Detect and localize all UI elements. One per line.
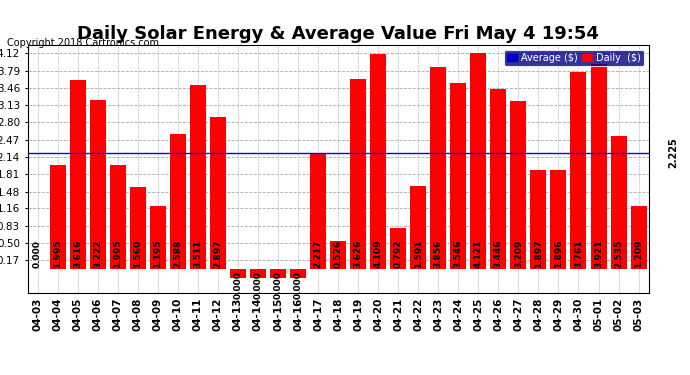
Text: 0.526: 0.526 xyxy=(333,240,343,268)
Legend: Average ($), Daily  ($): Average ($), Daily ($) xyxy=(504,50,644,66)
Text: 0.000: 0.000 xyxy=(253,272,262,300)
Bar xyxy=(110,165,126,269)
Text: 2.897: 2.897 xyxy=(213,239,222,268)
Text: 3.626: 3.626 xyxy=(354,240,363,268)
Bar xyxy=(531,170,546,269)
Text: 1.195: 1.195 xyxy=(153,239,162,268)
Bar xyxy=(571,72,586,269)
Bar xyxy=(451,83,466,269)
Text: 1.995: 1.995 xyxy=(53,239,62,268)
Bar xyxy=(411,186,426,269)
Text: 3.222: 3.222 xyxy=(93,240,102,268)
Text: 1.209: 1.209 xyxy=(634,240,643,268)
Text: Copyright 2018 Cartronics.com: Copyright 2018 Cartronics.com xyxy=(7,38,159,48)
Text: 3.546: 3.546 xyxy=(454,239,463,268)
Bar xyxy=(270,269,286,278)
Bar xyxy=(390,228,406,269)
Text: 3.209: 3.209 xyxy=(514,240,523,268)
Text: 3.921: 3.921 xyxy=(594,239,603,268)
Bar xyxy=(230,269,246,278)
Bar xyxy=(631,206,647,269)
Text: 0.000: 0.000 xyxy=(33,240,42,268)
Bar xyxy=(491,88,506,269)
Text: 3.446: 3.446 xyxy=(494,239,503,268)
Bar xyxy=(471,53,486,269)
Text: 0.792: 0.792 xyxy=(394,239,403,268)
Bar xyxy=(591,64,607,269)
Text: 1.896: 1.896 xyxy=(554,239,563,268)
Bar xyxy=(250,269,266,278)
Bar xyxy=(50,165,66,269)
Title: Daily Solar Energy & Average Value Fri May 4 19:54: Daily Solar Energy & Average Value Fri M… xyxy=(77,26,599,44)
Bar xyxy=(70,80,86,269)
Text: 3.761: 3.761 xyxy=(574,239,583,268)
Bar xyxy=(611,136,627,269)
Bar xyxy=(290,269,306,278)
Text: 0.000: 0.000 xyxy=(233,272,242,300)
Bar xyxy=(551,170,566,269)
Text: 1.560: 1.560 xyxy=(133,240,142,268)
Bar xyxy=(90,100,106,269)
Bar xyxy=(210,117,226,269)
Bar xyxy=(150,206,166,269)
Bar xyxy=(370,54,386,269)
Text: 1.995: 1.995 xyxy=(113,239,122,268)
Text: 4.121: 4.121 xyxy=(474,239,483,268)
Text: 2.535: 2.535 xyxy=(614,240,623,268)
Bar xyxy=(190,85,206,269)
Text: 0.000: 0.000 xyxy=(273,272,282,300)
Text: 2.217: 2.217 xyxy=(313,239,322,268)
Bar xyxy=(130,188,146,269)
Text: 1.591: 1.591 xyxy=(414,239,423,268)
Text: 1.897: 1.897 xyxy=(534,239,543,268)
Text: 3.856: 3.856 xyxy=(434,240,443,268)
Text: 2.588: 2.588 xyxy=(173,240,182,268)
Text: 2.225: 2.225 xyxy=(669,137,679,168)
Text: 3.511: 3.511 xyxy=(193,240,202,268)
Bar xyxy=(431,67,446,269)
Bar xyxy=(350,79,366,269)
Text: 0.000: 0.000 xyxy=(293,272,302,300)
Bar xyxy=(310,153,326,269)
Bar xyxy=(511,101,526,269)
Text: 4.109: 4.109 xyxy=(374,239,383,268)
Bar xyxy=(330,242,346,269)
Text: 3.616: 3.616 xyxy=(73,240,82,268)
Bar xyxy=(170,134,186,269)
